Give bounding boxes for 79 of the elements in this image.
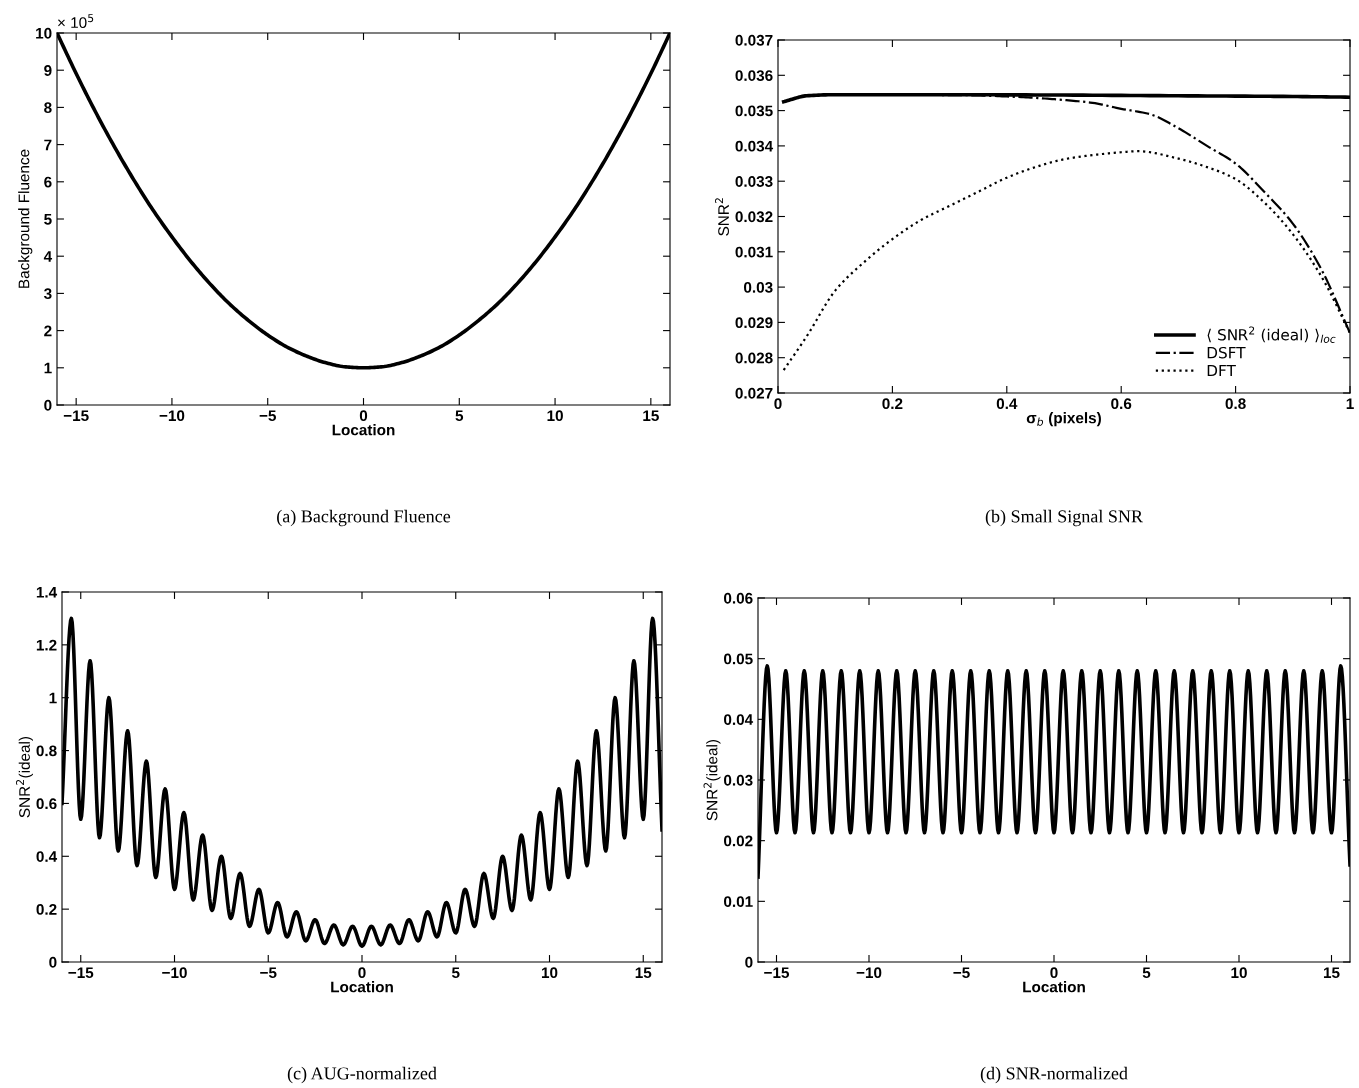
y-tick-label: 1.2	[36, 639, 57, 651]
x-tick-label: 0	[1050, 967, 1058, 979]
y-tick-label: 1	[49, 692, 57, 704]
x-tick-label: 0.4	[996, 398, 1018, 410]
y-tick-label: 0.031	[735, 246, 773, 258]
x-tick-label: 0	[359, 410, 368, 422]
x-tick-label: 5	[1142, 967, 1151, 979]
x-tick-label: −10	[159, 410, 185, 422]
y-tick-label: 0.06	[724, 592, 753, 604]
x-tick-label: −15	[68, 967, 94, 979]
x-tick-label: −15	[764, 967, 790, 979]
x-tick-label: 5	[451, 967, 460, 979]
y-tick-label: 10	[36, 27, 52, 39]
x-tick-label: −10	[162, 967, 187, 979]
x-tick-label: 10	[541, 967, 558, 979]
y-tick-label: 0.04	[724, 714, 754, 726]
x-tick-label: 15	[1323, 967, 1340, 979]
y-tick-label: 0	[745, 956, 753, 968]
y-tick-label: 0.6	[36, 798, 57, 810]
y-tick-label: 7	[44, 139, 52, 151]
y-tick-label: 0	[49, 956, 57, 968]
text: (c) AUG-normalized	[287, 1066, 437, 1084]
y-tick-label: 0.032	[735, 211, 773, 223]
y-tick-label: 9	[44, 65, 52, 76]
y-tick-label: 0.028	[735, 352, 773, 364]
x-tick-label: 15	[635, 967, 652, 979]
y-tick-label: 0.037	[735, 34, 773, 46]
y-tick-label: 0.03	[724, 774, 753, 786]
x-axis-title: Location	[1023, 981, 1085, 993]
y-tick-label: 0.027	[735, 387, 773, 399]
y-axis-title: SNR$^{2}$(ideal)	[16, 736, 33, 818]
y-tick-label: 6	[44, 176, 52, 188]
x-tick-label: 1	[1346, 398, 1354, 409]
y-tick-label: 0.036	[735, 70, 773, 82]
text: × 10$^{5}$	[58, 14, 94, 29]
text: (b) Small Signal SNR	[985, 509, 1143, 527]
y-axis-title: Background Fluence	[18, 149, 33, 288]
x-tick-label: 0	[358, 967, 366, 979]
x-tick-label: −5	[953, 967, 970, 979]
text: (a) Background Fluence	[277, 509, 451, 527]
y-tick-label: 0.033	[735, 176, 773, 187]
y-tick-label: 0.03	[744, 281, 773, 293]
y-tick-label: 1	[44, 362, 52, 374]
x-tick-label: −10	[856, 967, 882, 979]
x-tick-label: −5	[259, 410, 276, 422]
x-tick-label: 0.6	[1111, 398, 1132, 410]
y-tick-label: 2	[44, 325, 52, 337]
x-tick-label: 15	[643, 410, 659, 422]
legend-label: ⟨ SNR$^{2}$ (ideal) ⟩$_{loc}$	[1207, 326, 1336, 343]
x-tick-label: 0	[774, 398, 782, 410]
y-tick-label: 0.05	[724, 653, 753, 665]
y-axis-title: SNR$^{2}$(ideal)	[703, 739, 721, 821]
y-tick-label: 5	[44, 214, 52, 225]
y-tick-label: 0.2	[36, 904, 57, 915]
y-tick-label: 0.02	[724, 835, 753, 847]
y-tick-label: 3	[43, 288, 52, 300]
x-tick-label: 5	[455, 410, 464, 422]
x-tick-label: 10	[1231, 967, 1247, 979]
y-tick-label: 0.8	[36, 745, 57, 757]
x-tick-label: 10	[547, 410, 563, 422]
y-tick-label: 4	[43, 251, 53, 262]
x-axis-title: Location	[332, 424, 395, 436]
x-axis-title: σ$_{b}$ (pixels)	[1026, 412, 1101, 427]
legend-label: DFT	[1207, 364, 1236, 377]
y-tick-label: 0.01	[724, 896, 753, 908]
y-tick-label: 1.4	[36, 587, 58, 598]
y-tick-label: 0.034	[735, 140, 774, 152]
legend-label: DSFT	[1207, 346, 1246, 359]
x-tick-label: −15	[63, 410, 89, 422]
y-axis-title: SNR$^{2}$	[715, 198, 729, 236]
x-tick-label: 0.8	[1225, 398, 1246, 410]
y-tick-label: 0.029	[735, 317, 773, 329]
x-axis-title: Location	[331, 981, 393, 993]
y-tick-label: 0.035	[735, 105, 773, 117]
y-tick-label: 8	[44, 102, 52, 114]
y-tick-label: 0.4	[36, 851, 58, 862]
text: (d) SNR-normalized	[980, 1066, 1128, 1084]
x-tick-label: 0.2	[882, 398, 903, 410]
x-tick-label: −5	[260, 967, 277, 979]
